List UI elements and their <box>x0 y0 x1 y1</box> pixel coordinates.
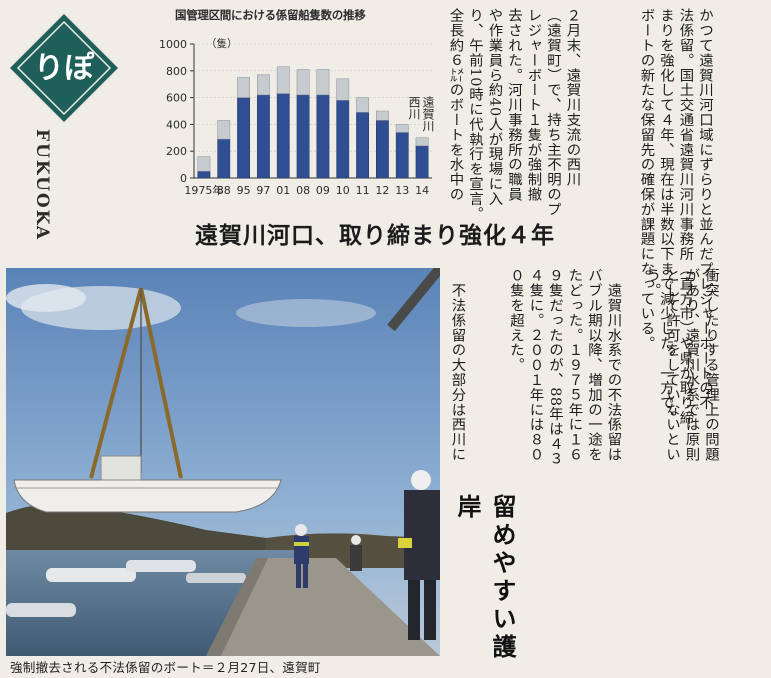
top_left-line: ２月末、遠賀川支流の西川 <box>564 8 581 187</box>
bottom-line: ９隻だったのが、88年は４３ <box>547 268 563 467</box>
top_right-line: ボートの新たな保留先の確保が課題になっている。 <box>638 8 655 351</box>
y-tick-label: 800 <box>166 65 187 78</box>
bar-nishikawa <box>376 110 389 121</box>
x-tick-label: 09 <box>316 184 330 197</box>
top_left-line: レジャーボート１隻が強制撤 <box>525 8 542 202</box>
bottom-line <box>720 268 740 678</box>
bottom-line: バブル期以降、増加の一途を <box>586 268 602 462</box>
bottom-line: 遠賀川水系での不法係留は <box>605 268 622 462</box>
x-tick-label: 01 <box>276 184 290 197</box>
bar-nishikawa <box>296 69 310 96</box>
body-paragraph-1: ２月末、遠賀川支流の西川 （遠賀町）で、持ち主不明のプ レジャーボート１隻が強制撤去… <box>445 8 582 222</box>
bar-nishikawa <box>257 74 270 96</box>
top_left-line: り、午前10時に代執行を宣言。 <box>467 8 483 222</box>
logo-kana-text: りぽ <box>34 51 95 86</box>
bar-ongagawa <box>316 94 330 179</box>
chart-title: 国管理区間における係留船隻数の推移 <box>175 8 366 22</box>
top_right-line: 法係留。国土交通省遠賀川河川事務所（直方市）や県が取り締 <box>677 8 694 426</box>
series-label-ongagawa: 遠賀川 <box>421 96 435 132</box>
bar-nishikawa <box>217 120 231 140</box>
x-tick-label: 97 <box>256 184 270 197</box>
bar-ongagawa <box>217 138 231 179</box>
top_left-line: 去された。河川事務所の職員 <box>506 8 522 202</box>
chart-series-labels: 遠賀川 西川 <box>403 96 435 196</box>
x-tick-label: 88 <box>217 184 231 197</box>
bottom-line: があり、遠賀川水系では原則 <box>683 268 700 462</box>
photo-caption: 強制撤去される不法係留のボート＝２月27日、遠賀町 <box>10 660 321 675</box>
top_left-line: 全長約６㍍のボートを水中の <box>447 8 464 202</box>
bar-ongagawa <box>257 94 270 179</box>
bottom-line: う。 <box>644 268 661 298</box>
bar-nishikawa <box>237 77 250 98</box>
bottom-line <box>759 268 771 678</box>
series-label-nishikawa: 西川 <box>407 96 421 120</box>
lead-paragraph: かつて遠賀川河口域にずらりと並んだプレジャーボートの不 法係留。国土交通省遠賀川河… <box>636 8 714 426</box>
bar-ongagawa <box>336 100 350 179</box>
headline: 遠賀川河口、取り締まり強化４年 <box>195 223 555 249</box>
bar-nishikawa <box>356 97 369 113</box>
y-tick-label: 0 <box>180 172 187 185</box>
bar-nishikawa <box>316 69 330 96</box>
chart-unit: （隻） <box>206 38 238 50</box>
x-tick-label: 10 <box>336 184 350 197</box>
subheading: 留めやすい護岸 <box>453 494 516 662</box>
bar-nishikawa <box>395 124 409 133</box>
bar-nishikawa <box>336 78 350 101</box>
bar-ongagawa <box>197 171 211 179</box>
x-tick-label: 13 <box>395 184 409 197</box>
logo-diamond-icon: りぽ <box>10 14 118 122</box>
top_left-line: （遠賀町）で、持ち主不明のプ <box>545 8 561 217</box>
bottom-line: ４隻に。２００１年には８０ <box>527 268 544 462</box>
x-tick-label: 1975年 <box>184 183 223 197</box>
x-tick-label: 14 <box>415 184 429 197</box>
bottom-line: たどった。１９７５年に１６ <box>566 268 583 462</box>
bar-ongagawa <box>276 93 290 179</box>
bottom-line: 衝突したりする管理上の問題 <box>703 268 719 462</box>
boat-removal-photo <box>6 268 440 656</box>
bar-ongagawa <box>237 97 250 179</box>
y-tick-label: 600 <box>166 92 187 105</box>
bar-ongagawa <box>376 120 389 179</box>
top_right-line: まりを強化して４年、現在は半数以下まで減少した。一方で、 <box>658 8 674 426</box>
logo-roman-text: FUKUOKA <box>32 129 52 241</box>
top_left-line: や作業員ら約40人が現場に入 <box>486 8 503 207</box>
column-logo: りぽ FUKUOKA <box>4 6 136 248</box>
x-tick-label: 11 <box>356 184 370 197</box>
bottom-line <box>623 268 643 678</box>
bar-ongagawa <box>356 112 369 179</box>
bar-nishikawa <box>276 66 290 94</box>
bar-nishikawa <box>415 137 429 147</box>
top_right-line: かつて遠賀川河口域にずらりと並んだプレジャーボートの不 <box>697 8 713 411</box>
bar-ongagawa <box>296 94 310 179</box>
y-tick-label: 200 <box>166 145 187 158</box>
x-tick-label: 08 <box>296 184 310 197</box>
bottom-line: ０隻を超えた。 <box>508 268 524 373</box>
x-tick-label: 95 <box>237 184 251 197</box>
bottom-line <box>740 268 760 678</box>
bottom-line: として許可をしていないとい <box>664 268 680 462</box>
bottom-line: 不法係留の大部分は西川に <box>449 268 466 462</box>
y-tick-label: 400 <box>166 118 187 131</box>
x-tick-label: 12 <box>375 184 389 197</box>
body-paragraph-2: アンカーをクレーンでつり上げ、保管先へと運び出した。 河川事務所によると、ボート… <box>447 268 771 678</box>
y-tick-label: 1000 <box>159 38 187 51</box>
bar-nishikawa <box>197 156 211 172</box>
